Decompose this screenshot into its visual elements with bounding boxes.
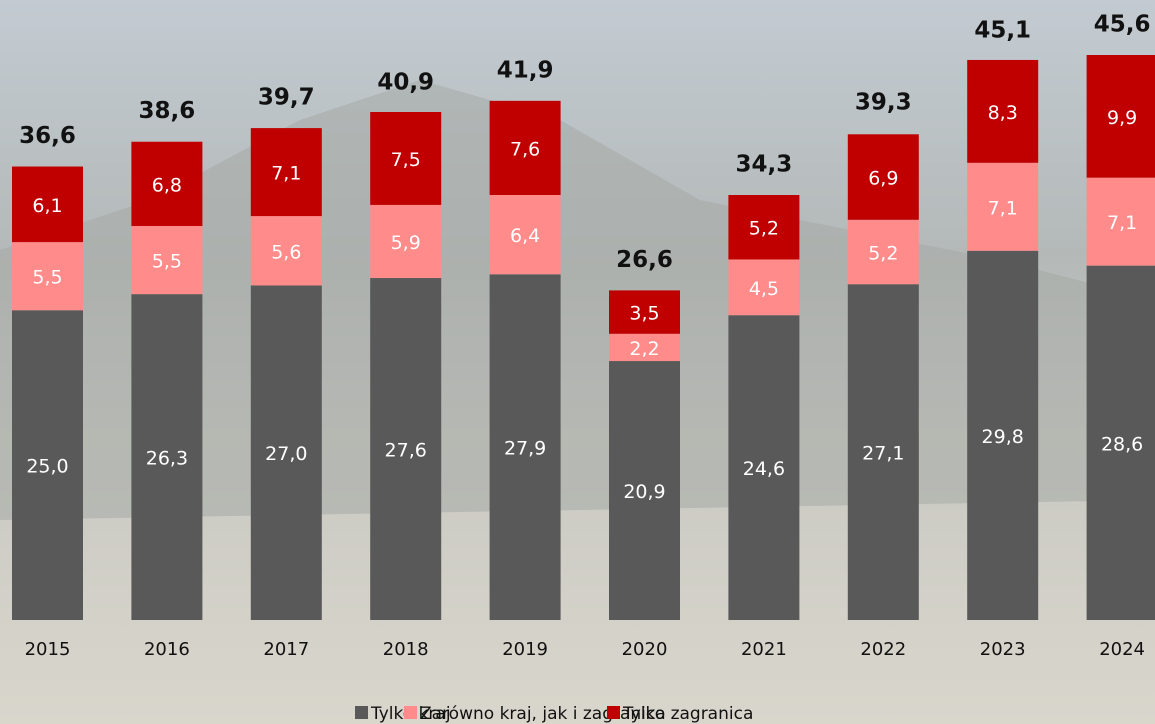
x-tick-label: 2023 [980,639,1026,660]
total-label: 41,9 [497,57,554,83]
bar-segment [131,141,203,226]
segment-label: 5,9 [391,232,421,254]
bar-segment [370,111,442,205]
segment-label: 5,2 [749,218,779,240]
bar-segment [728,315,800,620]
bar-segment [1086,265,1155,620]
bar-segment [250,128,322,217]
segment-label: 5,2 [868,243,898,265]
total-label: 45,6 [1094,12,1151,38]
segment-label: 5,5 [32,267,62,289]
bar-segment [847,134,919,220]
segment-label: 2,2 [629,338,659,360]
bar-segment [131,294,203,620]
segment-label: 20,9 [623,481,665,503]
bar-segment [728,195,800,260]
bar-segment [847,284,919,620]
legend-swatch [607,706,620,719]
bar-segment [609,333,680,362]
legend-label: Tylko zagranica [622,704,753,724]
bar-segment [12,166,83,243]
x-tick-label: 2017 [263,639,309,660]
bar-segment [967,59,1039,163]
segment-label: 5,5 [152,251,182,273]
total-label: 39,3 [855,90,912,116]
segment-label: 25,0 [26,456,68,478]
segment-label: 3,5 [629,303,659,325]
bar-segment [609,361,680,620]
segment-label: 7,1 [1107,212,1137,234]
bar-segment [250,285,322,620]
x-tick-label: 2024 [1099,639,1145,660]
segment-label: 27,1 [862,443,904,465]
segment-label: 7,1 [271,163,301,185]
total-label: 45,1 [974,18,1031,44]
segment-label: 8,3 [988,102,1018,124]
bar-segment [12,242,83,311]
segment-label: 6,8 [152,174,182,196]
bar-segment [250,216,322,286]
segment-label: 7,6 [510,138,540,160]
x-tick-label: 2018 [383,639,429,660]
x-tick-label: 2019 [502,639,548,660]
bar-segment [12,310,83,620]
segment-label: 26,3 [146,448,188,470]
total-label: 40,9 [377,70,434,96]
x-tick-label: 2020 [622,639,668,660]
bar-segment [131,225,203,295]
x-tick-label: 2022 [860,639,906,660]
total-label: 38,6 [139,98,196,124]
segment-label: 7,5 [391,149,421,171]
bar-segment [1086,177,1155,266]
segment-label: 27,9 [504,438,546,460]
bar-segment [609,290,680,334]
bar-segment [370,204,442,279]
legend-swatch [355,706,368,719]
segment-label: 5,6 [271,241,301,263]
total-label: 36,6 [19,123,76,149]
x-tick-label: 2015 [25,639,71,660]
bar-segment [489,100,561,196]
segment-label: 24,6 [743,458,785,480]
bar-segment [1086,55,1155,178]
bar-segment [489,195,561,275]
segment-label: 29,8 [982,426,1024,448]
total-label: 34,3 [736,152,793,178]
segment-label: 9,9 [1107,107,1137,129]
bar-segment [847,219,919,285]
segment-label: 6,4 [510,225,540,247]
segment-label: 28,6 [1101,433,1143,455]
segment-label: 27,0 [265,443,307,465]
total-label: 39,7 [258,85,315,111]
bar-segment [967,250,1039,620]
segment-label: 6,9 [868,168,898,190]
segment-label: 6,1 [32,195,62,217]
segment-label: 7,1 [988,197,1018,219]
legend-label: Zarówno kraj, jak i zagranica [420,704,666,724]
bar-segment [489,274,561,620]
legend-swatch [404,706,417,719]
segment-label: 4,5 [749,278,779,300]
segment-label: 27,6 [385,440,427,462]
x-tick-label: 2016 [144,639,190,660]
bar-segment [370,278,442,620]
total-label: 26,6 [616,247,673,273]
bar-segment [728,259,800,316]
bar-segment [967,162,1039,251]
x-tick-label: 2021 [741,639,787,660]
